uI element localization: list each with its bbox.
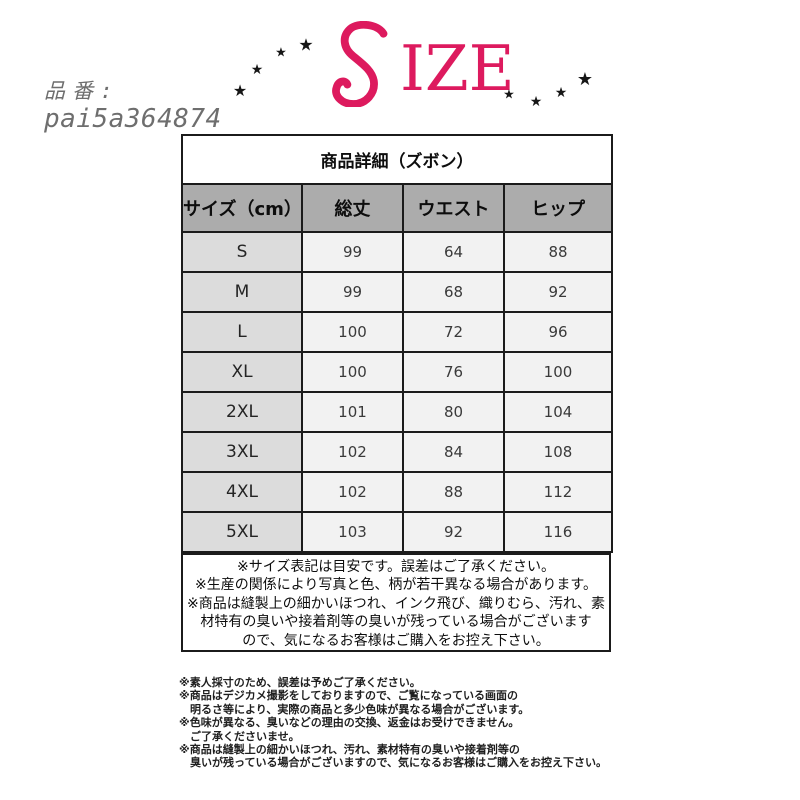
table-caption: 商品詳細（ズボン） [181,134,613,185]
footer-note-line: ご了承くださいませ。 [179,729,300,743]
star-icon: ★ [232,81,248,100]
waist-value: 76 [402,351,505,393]
hip-value: 108 [503,431,613,473]
size-label: 2XL [181,391,303,433]
script-s-glyph [332,20,388,108]
footer-note-line: ※商品は縫製上の細かいほつれ、汚れ、素材特有の臭いや接着剤等の [179,743,520,757]
total-length-value: 102 [301,431,404,473]
size-label: 4XL [181,471,303,513]
table-row: S 99 64 88 [181,231,613,273]
waist-value: 88 [402,471,505,513]
size-label: 5XL [181,511,303,553]
size-table: 商品詳細（ズボン） サイズ（cm） 総丈 ウエスト ヒップ S 99 64 88… [181,134,613,553]
footer-note-line: 臭いが残っている場合がございますので、気になるお客様はご購入をお控え下さい。 [179,756,608,770]
star-icon: ★ [298,35,314,56]
note-line: ので、気になるお客様はご購入をお控え下さい。 [242,632,550,649]
table-row: 3XL 102 84 108 [181,431,613,473]
star-icon: ★ [250,62,264,78]
total-length-value: 99 [301,231,404,273]
hip-value: 104 [503,391,613,433]
total-length-value: 101 [301,391,404,433]
table-row: 5XL 103 92 116 [181,511,613,553]
table-row: 4XL 102 88 112 [181,471,613,513]
size-label: L [181,311,303,353]
footer-note-line: ※商品はデジカメ撮影をしておりますので、ご覧になっている画面の [179,689,519,703]
total-length-value: 103 [301,511,404,553]
total-length-value: 100 [301,351,404,393]
size-label: S [181,231,303,273]
hip-value: 112 [503,471,613,513]
note-line: ※サイズ表記は目安です。誤差はご了承ください。 [237,559,555,575]
star-icon: ★ [503,87,515,103]
column-header-hip: ヒップ [503,183,613,233]
table-row: XL 100 76 100 [181,351,613,393]
footer-notes: ※素人採寸のため、誤差は予めご了承ください。 ※商品はデジカメ撮影をしております… [179,676,607,770]
hip-value: 88 [503,231,613,273]
note-line: ※生産の関係により写真と色、柄が若干異なる場合があります。 [194,577,598,594]
table-row: M 99 68 92 [181,271,613,313]
table-header-row: サイズ（cm） 総丈 ウエスト ヒップ [181,183,613,233]
hip-value: 92 [503,271,613,313]
table-caption-row: 商品詳細（ズボン） [181,134,613,185]
column-header-waist: ウエスト [402,183,505,233]
star-icon: ★ [529,94,543,110]
size-label: M [181,271,303,313]
star-icon: ★ [275,45,287,61]
hip-value: 116 [503,511,613,553]
waist-value: 92 [402,511,505,553]
footer-note-line: ※色味が異なる、臭いなどの理由の交換、返金はお受けできません。 [179,716,520,730]
size-title-script-s: S [326,20,401,108]
size-title-letters-ize: IZE [400,32,515,105]
table-notes-box: ※サイズ表記は目安です。誤差はご了承ください。 ※生産の関係により写真と色、柄が… [181,553,611,652]
footer-note-line: 明るさ等により、実際の商品と多少色味が異なる場合がございます。 [179,702,530,716]
table-row: 2XL 101 80 104 [181,391,613,433]
footer-note-line: ※素人採寸のため、誤差は予めご了承ください。 [179,676,421,689]
column-header-size: サイズ（cm） [181,183,303,233]
star-icon: ★ [576,69,594,90]
waist-value: 64 [402,231,505,273]
table-row: L 100 72 96 [181,311,613,353]
total-length-value: 99 [301,271,404,313]
waist-value: 72 [402,311,505,353]
note-line: ※商品は縫製上の細かいほつれ、インク飛び、織りむら、汚れ、素 [186,595,605,612]
total-length-value: 100 [301,311,404,353]
total-length-value: 102 [301,471,404,513]
product-number-label: 品番: [44,79,120,103]
column-header-total-length: 総丈 [301,183,404,233]
note-line: 材特有の臭いや接着剤等の臭いが残っている場合がございます [200,614,592,631]
waist-value: 80 [402,391,505,433]
size-label: 3XL [181,431,303,473]
hip-value: 100 [503,351,613,393]
star-icon: ★ [554,85,568,101]
size-title-initial-text: S [400,21,401,22]
size-label: XL [181,351,303,393]
product-number-code: pai5a364874 [44,104,222,134]
waist-value: 68 [402,271,505,313]
product-number: 品番: pai5a364874 [44,79,222,134]
hip-value: 96 [503,311,613,353]
waist-value: 84 [402,431,505,473]
